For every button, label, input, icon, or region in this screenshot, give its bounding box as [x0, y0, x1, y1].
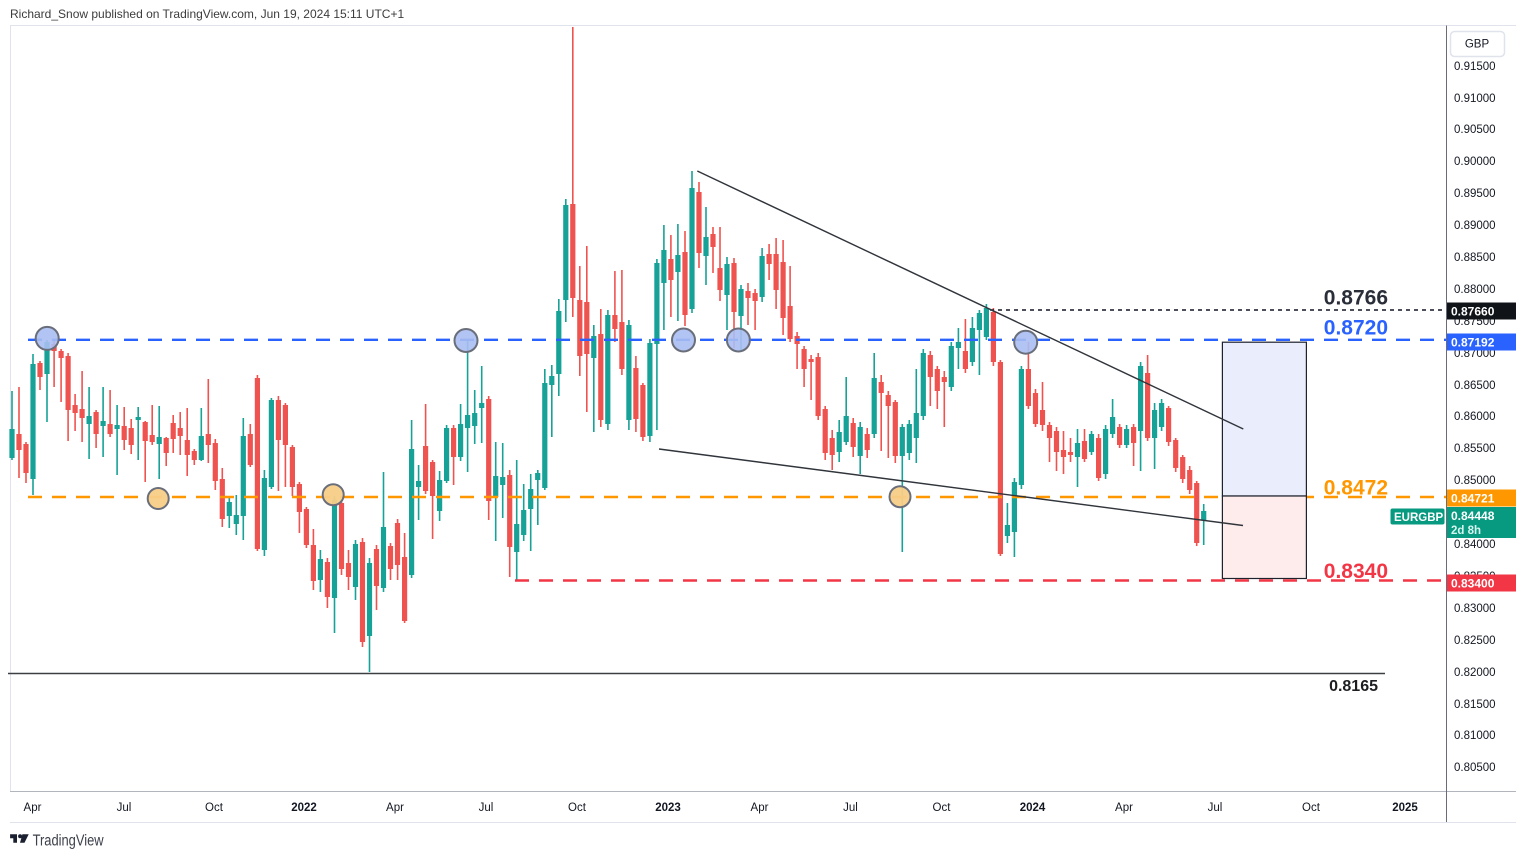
svg-text:0.89000: 0.89000	[1454, 220, 1496, 232]
svg-text:Oct: Oct	[568, 802, 587, 814]
svg-text:2025: 2025	[1392, 802, 1418, 814]
svg-text:2022: 2022	[291, 802, 317, 814]
svg-text:0.81000: 0.81000	[1454, 730, 1496, 742]
svg-text:0.84000: 0.84000	[1454, 539, 1496, 551]
svg-text:Jul: Jul	[479, 802, 494, 814]
svg-text:Jul: Jul	[843, 802, 858, 814]
svg-text:0.83400: 0.83400	[1451, 577, 1495, 591]
svg-text:0.90000: 0.90000	[1454, 156, 1496, 168]
svg-text:0.84448: 0.84448	[1451, 509, 1495, 523]
svg-text:0.89500: 0.89500	[1454, 188, 1496, 200]
svg-text:0.81500: 0.81500	[1454, 699, 1496, 711]
svg-text:Oct: Oct	[933, 802, 952, 814]
svg-text:0.82000: 0.82000	[1454, 667, 1496, 679]
svg-text:0.8165: 0.8165	[1329, 678, 1378, 695]
svg-text:Apr: Apr	[751, 802, 769, 814]
svg-text:0.80500: 0.80500	[1454, 762, 1496, 774]
svg-text:0.88500: 0.88500	[1454, 252, 1496, 264]
svg-text:0.8340: 0.8340	[1324, 560, 1388, 583]
svg-text:0.85000: 0.85000	[1454, 475, 1496, 487]
svg-text:0.91500: 0.91500	[1454, 61, 1496, 73]
svg-text:0.84721: 0.84721	[1451, 492, 1495, 506]
svg-text:0.86000: 0.86000	[1454, 411, 1496, 423]
svg-text:0.8766: 0.8766	[1324, 286, 1388, 309]
svg-text:0.87192: 0.87192	[1451, 336, 1495, 350]
svg-text:0.83000: 0.83000	[1454, 603, 1496, 615]
svg-text:2024: 2024	[1020, 802, 1046, 814]
svg-text:0.8472: 0.8472	[1324, 476, 1388, 499]
svg-text:Apr: Apr	[1115, 802, 1133, 814]
svg-text:Jul: Jul	[1208, 802, 1223, 814]
svg-text:Apr: Apr	[24, 802, 42, 814]
svg-text:2023: 2023	[655, 802, 681, 814]
svg-text:0.90500: 0.90500	[1454, 124, 1496, 136]
svg-text:0.86500: 0.86500	[1454, 380, 1496, 392]
svg-text:0.87000: 0.87000	[1454, 348, 1496, 360]
svg-text:0.88000: 0.88000	[1454, 284, 1496, 296]
svg-text:0.85500: 0.85500	[1454, 443, 1496, 455]
svg-text:0.91000: 0.91000	[1454, 93, 1496, 105]
svg-text:Richard_Snow published on Trad: Richard_Snow published on TradingView.co…	[10, 7, 404, 21]
svg-text:0.82500: 0.82500	[1454, 635, 1496, 647]
svg-text:0.8720: 0.8720	[1324, 316, 1388, 339]
svg-text:TradingView: TradingView	[33, 833, 105, 850]
svg-text:GBP: GBP	[1465, 39, 1490, 51]
svg-text:EURGBP: EURGBP	[1394, 512, 1444, 524]
svg-text:0.87660: 0.87660	[1451, 305, 1495, 319]
svg-text:Apr: Apr	[386, 802, 404, 814]
svg-text:Oct: Oct	[1302, 802, 1321, 814]
svg-text:Jul: Jul	[117, 802, 132, 814]
svg-text:Oct: Oct	[205, 802, 224, 814]
svg-text:2d 8h: 2d 8h	[1451, 525, 1481, 537]
